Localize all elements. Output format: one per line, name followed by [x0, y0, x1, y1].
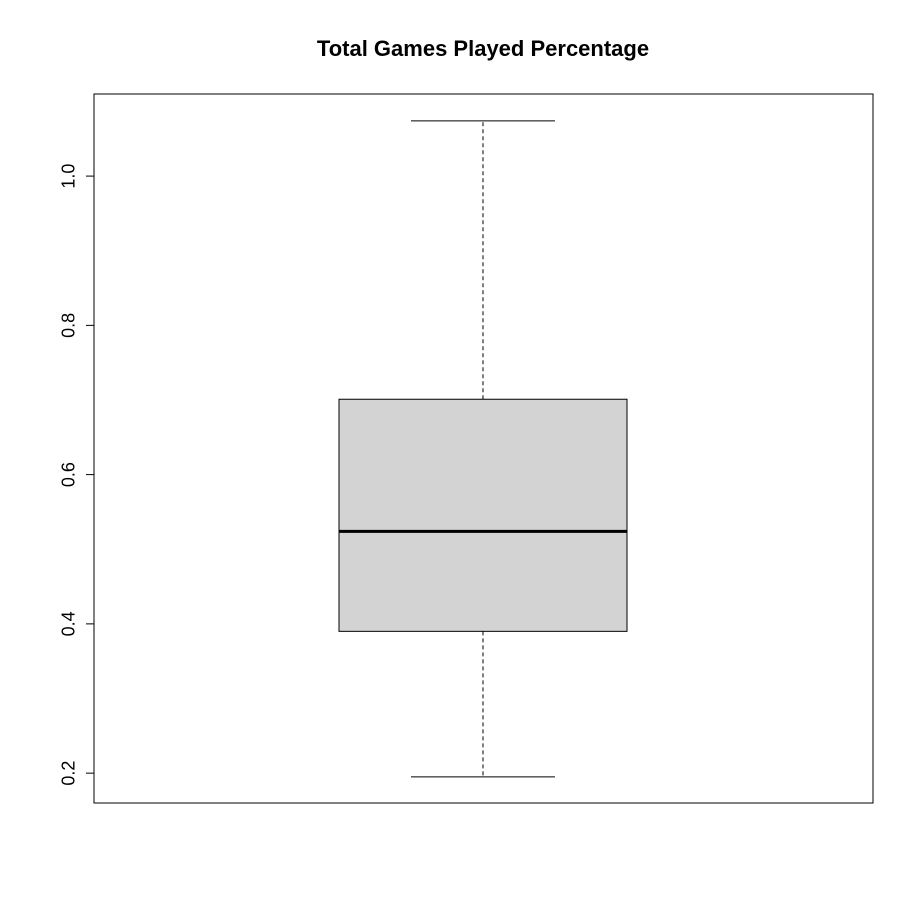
iqr-box [338, 398, 628, 632]
y-axis: 0.2 0.4 0.6 0.8 1.0 [58, 164, 95, 786]
y-tick-label: 0.6 [58, 462, 78, 487]
chart-title: Total Games Played Percentage [317, 36, 649, 61]
y-tick-label: 0.4 [58, 611, 78, 636]
y-tick-label: 0.8 [58, 313, 78, 338]
y-tick-label: 1.0 [58, 164, 78, 189]
y-tick-label: 0.2 [58, 761, 78, 786]
box-plot [338, 120, 628, 778]
